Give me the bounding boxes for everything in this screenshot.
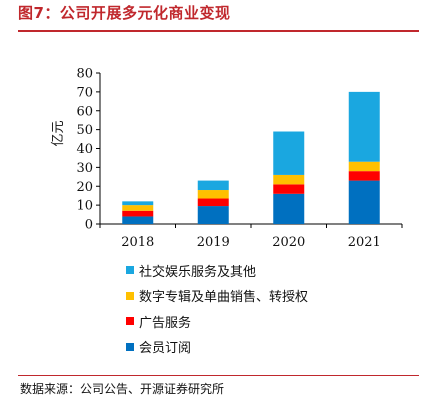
y-axis-title: 亿元: [51, 120, 66, 146]
legend-label: 社交娱乐服务及其他: [139, 264, 257, 280]
x-tick-label: 2019: [197, 235, 230, 250]
bar-segment-2020-s2: [273, 174, 305, 185]
y-axis: 0 10 20 30 40 50 60 70 80: [76, 67, 101, 233]
x-tick-label: 2018: [121, 235, 154, 250]
bar-segment-2021-s3: [348, 91, 380, 162]
y-tick-label: 0: [85, 218, 93, 233]
bar-segment-2019-s0: [197, 206, 229, 224]
bar-segment-2019-s2: [197, 190, 229, 199]
x-axis: 2018 2019 2020 2021: [99, 223, 403, 250]
bars: [122, 91, 380, 224]
y-tick-label: 50: [76, 123, 93, 138]
bar-segment-2018-s0: [122, 216, 154, 224]
y-tick-label: 40: [76, 142, 93, 157]
footer-divider: [18, 375, 419, 376]
bar-segment-2020-s0: [273, 193, 305, 224]
figure-title: 图7：公司开展多元化商业变现: [18, 4, 231, 22]
y-tick-label: 20: [76, 180, 93, 195]
legend-swatch: [126, 342, 134, 351]
legend-item: 数字专辑及单曲销售、转授权: [126, 284, 308, 308]
y-tick-label: 10: [76, 199, 93, 214]
legend-swatch: [126, 317, 134, 325]
y-tick-label: 60: [76, 104, 93, 119]
x-tick-label: 2021: [348, 235, 381, 250]
legend-label: 会员订阅: [139, 341, 192, 356]
legend-item: 社交娱乐服务及其他: [126, 258, 308, 282]
y-tick-label: 30: [76, 161, 93, 176]
bar-segment-2018-s2: [122, 205, 154, 211]
source-note: 数据来源：公司公告、开源证券研究所: [20, 382, 225, 396]
legend-label: 数字专辑及单曲销售、转授权: [139, 290, 309, 305]
legend-label: 广告服务: [139, 315, 192, 331]
y-axis-label: 亿元: [51, 120, 66, 146]
legend-swatch: [126, 266, 134, 274]
bar-segment-2018-s3: [122, 201, 154, 206]
bar-segment-2020-s3: [273, 131, 305, 175]
legend-item: 会员订阅: [126, 335, 308, 359]
bar-segment-2021-s1: [348, 171, 380, 181]
bar-segment-2019-s1: [197, 198, 229, 207]
legend-swatch: [126, 291, 134, 300]
bar-segment-2021-s0: [348, 180, 380, 224]
chart-legend: 社交娱乐服务及其他数字专辑及单曲销售、转授权 广告服务会员订阅: [126, 258, 308, 360]
stacked-bar-chart: 亿元 0 10 20 30 40 50 60 70 80 2018 2019 2020 2021: [51, 67, 403, 250]
y-tick-label: 80: [76, 67, 93, 82]
bar-segment-2018-s1: [122, 210, 154, 217]
bar-segment-2020-s1: [273, 184, 305, 194]
bar-segment-2019-s3: [197, 180, 229, 191]
x-tick-label: 2020: [272, 235, 305, 250]
bar-segment-2021-s2: [348, 161, 380, 172]
y-tick-label: 70: [76, 85, 93, 100]
legend-item: 广告服务: [126, 309, 308, 333]
title-divider: [18, 30, 419, 32]
